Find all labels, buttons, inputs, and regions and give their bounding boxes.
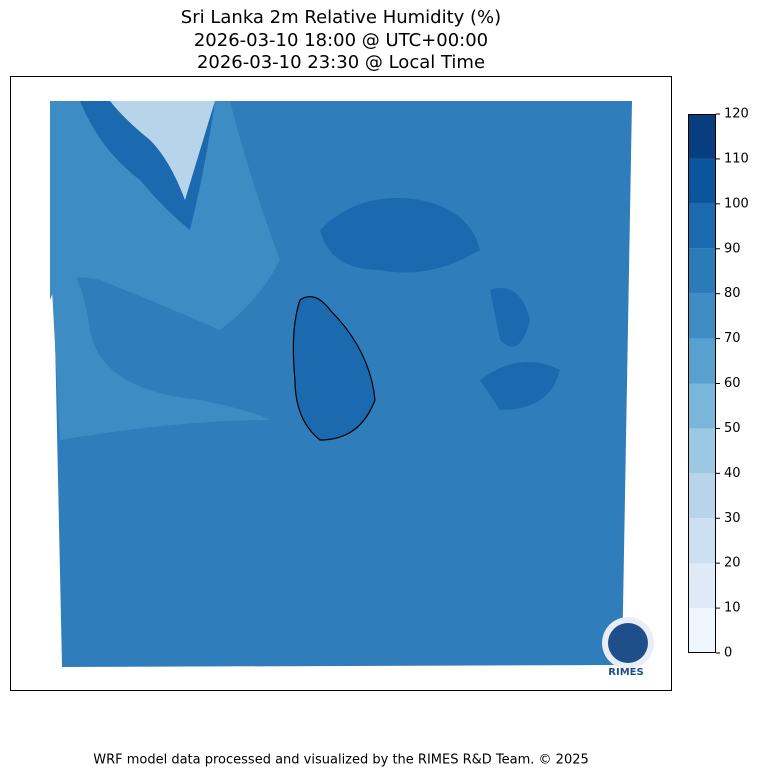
footer: WRF model data processed and visualized …	[93, 753, 589, 768]
colorbar-bin	[688, 383, 716, 429]
colorbar-bin	[688, 473, 716, 519]
tick-label: 0	[724, 646, 732, 661]
tick-label: 90	[724, 241, 741, 256]
tick-label: 70	[724, 331, 741, 346]
tick-label: 50	[724, 421, 741, 436]
tick-label: 120	[724, 107, 749, 122]
colorbar-bin	[688, 428, 716, 474]
tick-label: 100	[724, 196, 749, 211]
colorbar-bin	[688, 608, 716, 653]
tick-label: 10	[724, 601, 741, 616]
colorbar-frame	[688, 114, 716, 653]
tick-label: 60	[724, 376, 741, 391]
colorbar: 0 10 20 30 40 50 60 70 80 90 100 110 120	[688, 107, 749, 661]
colorbar-bin	[688, 293, 716, 339]
tick-label: 110	[724, 151, 749, 166]
tick-label: 20	[724, 556, 741, 571]
title-line: 2026-03-10 18:00 @ UTC+00:00	[194, 30, 488, 51]
colorbar-bin	[688, 338, 716, 384]
title-line: Sri Lanka 2m Relative Humidity (%)	[181, 7, 501, 28]
colorbar-bin	[688, 563, 716, 609]
tick-label: 40	[724, 466, 741, 481]
logo-text: RIMES	[608, 667, 643, 678]
colorbar-bin	[688, 158, 716, 204]
colorbar-bin	[688, 203, 716, 249]
title-line: 2026-03-10 23:30 @ Local Time	[197, 52, 485, 73]
colorbar-bin	[688, 518, 716, 564]
map: RIMES	[50, 101, 654, 678]
colorbar-bin	[688, 114, 716, 159]
tick-label: 80	[724, 286, 741, 301]
colorbar-bin	[688, 248, 716, 294]
tick-label: 30	[724, 511, 741, 526]
